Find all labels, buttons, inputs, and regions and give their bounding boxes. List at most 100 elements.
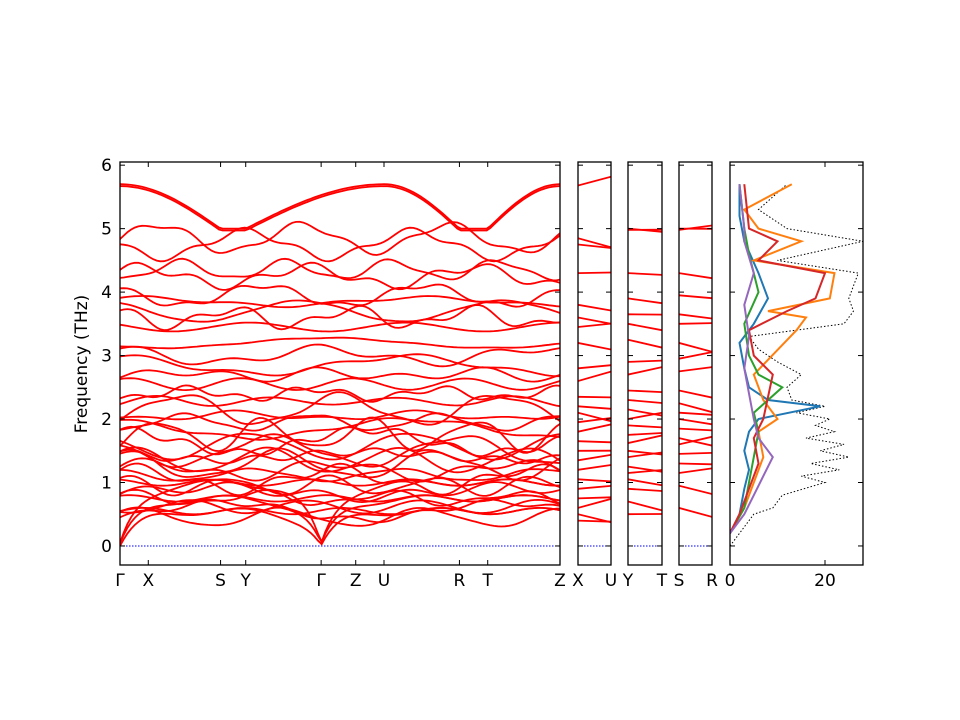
band-segment [679, 437, 712, 447]
y-tick-label: 3 [101, 347, 112, 367]
x-tick-label: Γ [316, 571, 326, 591]
optical-branch [120, 481, 560, 504]
band-segment [578, 411, 611, 423]
optical-branch [120, 321, 560, 333]
band-segment [628, 500, 662, 512]
band-segment [628, 322, 662, 332]
band-segment [578, 316, 611, 325]
band-panel-x-u [578, 175, 611, 547]
band-segment [679, 452, 712, 455]
x-tick-label: U [378, 571, 390, 591]
optical-branch [120, 343, 560, 368]
y-tick-label: 5 [101, 220, 112, 240]
band-segment [578, 454, 611, 462]
band-segment [578, 395, 611, 399]
band-segment [578, 303, 611, 312]
band-segment [578, 243, 611, 249]
axes-frame-x-u [577, 161, 612, 566]
x-tick-label: Γ [115, 571, 125, 591]
optical-branch [120, 488, 560, 507]
dos-x-tick-label: 0 [725, 571, 736, 591]
top-branch [120, 185, 560, 232]
optical-branch [120, 257, 560, 282]
dos-partial-line [730, 184, 827, 534]
optical-branch [120, 394, 560, 408]
optical-branch [120, 446, 560, 474]
x-tick-label: S [215, 571, 226, 591]
band-segment [679, 366, 712, 373]
band-segment [578, 237, 611, 249]
band-segment [578, 405, 611, 410]
x-tick-label: T [482, 571, 494, 591]
band-panel-y-t [628, 227, 662, 547]
optical-branch [120, 384, 560, 403]
y-axis-label: Frequency (THz) [72, 295, 92, 434]
band-segment [628, 227, 662, 233]
band-segment [679, 294, 712, 300]
band-segment [679, 322, 712, 325]
axes-frame-dos [729, 161, 864, 566]
x-tick-label: U [605, 571, 617, 591]
band-segment [578, 271, 611, 274]
optical-branch [120, 220, 560, 256]
optical-branch [120, 283, 560, 308]
band-segment [679, 427, 712, 432]
dos-partial-line [730, 184, 821, 534]
y-tick-label: 1 [101, 473, 112, 493]
band-curves [120, 175, 712, 547]
band-segment [628, 487, 662, 492]
optical-branch [120, 412, 560, 432]
band-segment [679, 402, 712, 413]
dos-partial-line [730, 183, 836, 534]
band-segment [578, 322, 611, 328]
optical-branch [120, 304, 560, 332]
band-segment [578, 370, 611, 382]
band-segment [679, 272, 712, 280]
band-segment [628, 272, 662, 276]
band-segment [578, 342, 611, 351]
band-segment [679, 389, 712, 399]
band-segment [679, 462, 712, 466]
optical-branch [120, 474, 560, 497]
optical-branch [120, 336, 560, 350]
band-segment [578, 513, 611, 524]
x-tick-label: X [572, 571, 584, 591]
band-panel-main-path [120, 183, 560, 547]
optical-branch [120, 391, 560, 426]
band-segment [679, 313, 712, 320]
band-segment [628, 389, 662, 393]
band-panel-s-r [679, 224, 712, 547]
dos-partial-line [730, 184, 774, 534]
band-segment [628, 434, 662, 444]
band-segment [679, 342, 712, 353]
band-segment [578, 478, 611, 483]
band-segment [628, 338, 662, 349]
band-segment [628, 411, 662, 420]
band-segment [628, 366, 662, 376]
optical-branch [120, 226, 560, 263]
dos-curves [730, 183, 863, 547]
optical-branch [120, 447, 560, 465]
band-segment [628, 399, 662, 404]
optical-branch [120, 417, 560, 441]
band-segment [628, 465, 662, 473]
band-segment [628, 359, 662, 363]
band-segment [578, 496, 611, 500]
optical-branch [120, 432, 560, 461]
band-segment [679, 435, 712, 446]
optical-branch [120, 409, 560, 421]
y-tick-label: 6 [101, 156, 112, 176]
band-segment [578, 485, 611, 490]
band-segment [578, 464, 611, 471]
y-tick-label: 0 [101, 537, 112, 557]
optical-branch [120, 506, 560, 528]
band-segment [628, 297, 662, 305]
band-segment [628, 432, 662, 436]
optical-branch [120, 447, 560, 482]
optical-branch [120, 467, 560, 483]
acoustic-branch [120, 507, 560, 546]
band-segment [578, 364, 611, 370]
band-segment [578, 498, 611, 509]
